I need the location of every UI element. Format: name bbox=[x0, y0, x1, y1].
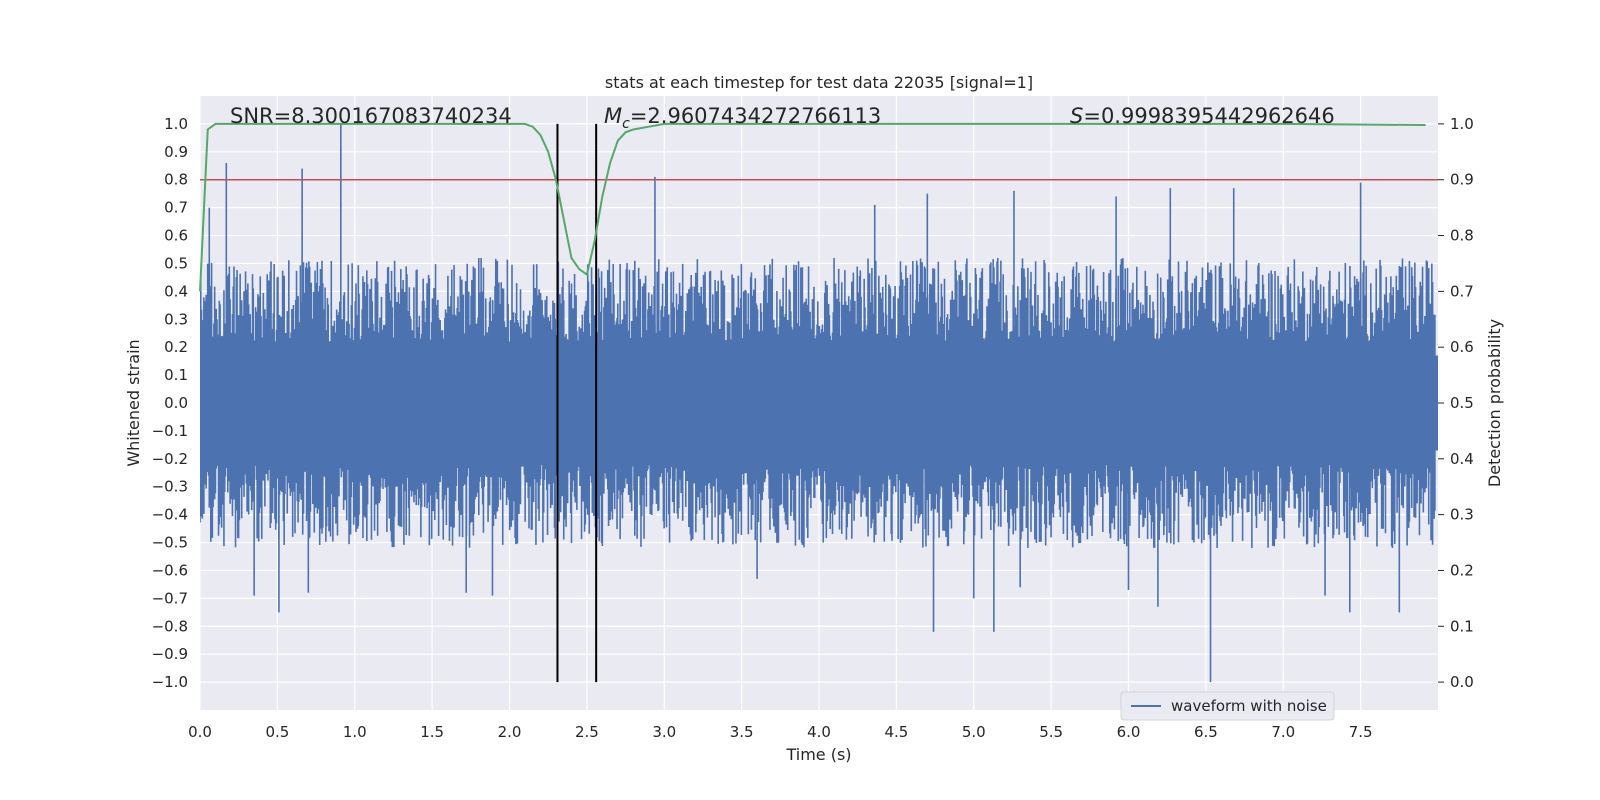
s-value: =0.9998395442962646 bbox=[1083, 104, 1334, 128]
x-tick-label: 4.5 bbox=[884, 723, 908, 741]
vertical-lines bbox=[556, 123, 598, 683]
y2-tick-label: 0.3 bbox=[1450, 506, 1474, 524]
x-tick-label: 5.0 bbox=[962, 723, 986, 741]
y-tick-label: 0.5 bbox=[164, 254, 188, 272]
y2-tick-label: 0.6 bbox=[1450, 338, 1474, 356]
y-tick-label: −0.9 bbox=[152, 645, 188, 663]
y2-tick-label: 0.7 bbox=[1450, 282, 1474, 300]
y2-tick-label: 0.8 bbox=[1450, 227, 1474, 245]
y2-tick-label: 0.0 bbox=[1450, 673, 1474, 691]
x-tick-label: 7.0 bbox=[1271, 723, 1295, 741]
y-tick-label: −1.0 bbox=[152, 673, 188, 691]
y-tick-label: 0.9 bbox=[164, 143, 188, 161]
x-axis-label: Time (s) bbox=[785, 745, 851, 764]
y2-tick-label: 0.2 bbox=[1450, 561, 1474, 579]
x-tick-label: 2.0 bbox=[498, 723, 522, 741]
y-tick-label: −0.3 bbox=[152, 478, 188, 496]
x-tick-label: 6.0 bbox=[1117, 723, 1141, 741]
y-axis-label: Whitened strain bbox=[124, 339, 143, 466]
y-tick-label: −0.7 bbox=[152, 589, 188, 607]
mc-symbol: M bbox=[604, 104, 622, 128]
y2-axis-label: Detection probability bbox=[1485, 319, 1504, 487]
legend-label-waveform: waveform with noise bbox=[1171, 697, 1327, 715]
legend: waveform with noise bbox=[1120, 691, 1335, 721]
x-tick-label: 1.0 bbox=[343, 723, 367, 741]
x-tick-label: 5.5 bbox=[1039, 723, 1063, 741]
x-tick-label: 1.5 bbox=[420, 723, 444, 741]
y2-tick-label: 1.0 bbox=[1450, 115, 1474, 133]
y-tick-label: 0.2 bbox=[164, 338, 188, 356]
x-tick-label: 0.5 bbox=[265, 723, 289, 741]
x-axis-ticks: 0.0 0.5 1.0 1.5 2.0 2.5 3.0 3.5 4.0 4.5 5.0 5.5 6.0 6… bbox=[188, 723, 1372, 741]
y-tick-label: −0.8 bbox=[152, 617, 188, 635]
y-tick-label: −0.6 bbox=[152, 561, 188, 579]
snr-annotation: SNR=8.300167083740234 bbox=[230, 104, 512, 128]
x-tick-label: 7.5 bbox=[1349, 723, 1373, 741]
s-annotation: S=0.9998395442962646 bbox=[1070, 104, 1335, 128]
y2-tick-label: 0.1 bbox=[1450, 617, 1474, 635]
x-tick-label: 0.0 bbox=[188, 723, 212, 741]
y-tick-label: 0.6 bbox=[164, 227, 188, 245]
y-tick-label: −0.4 bbox=[152, 506, 188, 524]
series-detection-probability bbox=[199, 122, 1426, 292]
y2-tick-label: 0.5 bbox=[1450, 394, 1474, 412]
x-tick-label: 6.5 bbox=[1194, 723, 1218, 741]
y2-tick-label: 0.4 bbox=[1450, 450, 1474, 468]
mc-value: =2.9607434272766113 bbox=[630, 104, 881, 128]
mc-annotation: Mc=2.9607434272766113 bbox=[604, 104, 881, 132]
y-tick-label: −0.1 bbox=[152, 422, 188, 440]
y-axis-ticks: −1.0 −0.9 −0.8 −0.7 −0.6 −0.5 −0.4 −0.3 −0.2 −0.1… bbox=[152, 115, 188, 691]
chart-title: stats at each timestep for test data 220… bbox=[605, 73, 1033, 92]
x-tick-label: 3.5 bbox=[730, 723, 754, 741]
y2-tick-label: 0.9 bbox=[1450, 171, 1474, 189]
y-tick-label: 0.0 bbox=[164, 394, 188, 412]
mc-subscript: c bbox=[622, 116, 630, 132]
y-tick-label: 0.7 bbox=[164, 199, 188, 217]
waveform-core bbox=[200, 355, 1438, 451]
x-tick-label: 3.0 bbox=[652, 723, 676, 741]
y-tick-label: 0.8 bbox=[164, 171, 188, 189]
y-tick-label: 0.4 bbox=[164, 282, 188, 300]
y-tick-label: 0.1 bbox=[164, 366, 188, 384]
y-tick-label: 0.3 bbox=[164, 310, 188, 328]
series-waveform-with-noise bbox=[200, 123, 1438, 683]
legend-box bbox=[1120, 691, 1335, 721]
y2-axis-ticks: 0.0 0.1 0.2 0.3 0.4 0.5 0.6 0.7 0.8 0.9 1.0 bbox=[1438, 115, 1474, 691]
y-tick-label: 1.0 bbox=[164, 115, 188, 133]
x-tick-label: 4.0 bbox=[807, 723, 831, 741]
y-tick-label: −0.5 bbox=[152, 534, 188, 552]
y-tick-label: −0.2 bbox=[152, 450, 188, 468]
x-tick-label: 2.5 bbox=[575, 723, 599, 741]
s-symbol: S bbox=[1070, 104, 1083, 128]
